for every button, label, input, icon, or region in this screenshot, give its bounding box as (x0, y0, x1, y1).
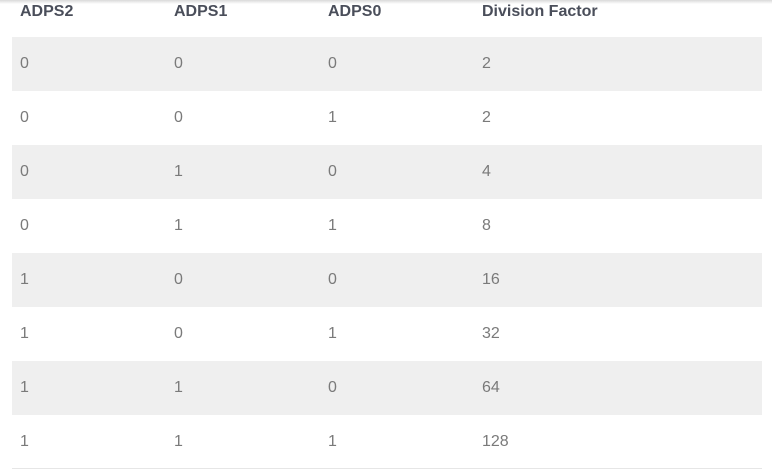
table-row: 0 1 0 4 (12, 145, 762, 199)
header-division-factor: Division Factor (482, 3, 598, 20)
cell-division-factor: 16 (482, 271, 500, 288)
cell-adps0: 0 (328, 379, 337, 396)
cell-adps0: 0 (328, 271, 337, 288)
cell-division-factor: 64 (482, 379, 500, 396)
cell-adps2: 1 (20, 325, 29, 342)
cell-adps1: 0 (174, 55, 183, 72)
cell-adps1: 1 (174, 217, 183, 234)
top-edge-shadow (0, 0, 772, 4)
cell-adps0: 1 (328, 433, 337, 450)
cell-adps0: 1 (328, 109, 337, 126)
header-adps2: ADPS2 (20, 3, 74, 20)
cell-adps2: 0 (20, 109, 29, 126)
header-adps1: ADPS1 (174, 3, 228, 20)
cell-adps2: 0 (20, 163, 29, 180)
cell-adps1: 0 (174, 325, 183, 342)
cell-division-factor: 8 (482, 217, 491, 234)
cell-division-factor: 32 (482, 325, 500, 342)
cell-adps2: 1 (20, 271, 29, 288)
cell-adps2: 0 (20, 217, 29, 234)
cell-division-factor: 2 (482, 55, 491, 72)
cell-adps1: 1 (174, 163, 183, 180)
cell-adps0: 1 (328, 325, 337, 342)
cell-adps1: 1 (174, 433, 183, 450)
table-row: 0 0 1 2 (12, 91, 762, 145)
cell-adps2: 0 (20, 55, 29, 72)
cell-division-factor: 4 (482, 163, 491, 180)
table-row: 1 1 0 64 (12, 361, 762, 415)
cell-adps1: 0 (174, 109, 183, 126)
table-header: ADPS2 ADPS1 ADPS0 Division Factor (12, 0, 762, 36)
cell-adps1: 0 (174, 271, 183, 288)
cell-division-factor: 128 (482, 433, 509, 450)
table-row: 1 0 0 16 (12, 253, 762, 307)
table-row: 1 1 1 128 (12, 415, 762, 469)
header-adps0: ADPS0 (328, 3, 382, 20)
table-bottom-border (12, 468, 762, 469)
table-body: 0 0 0 2 0 0 1 2 0 1 0 4 0 1 1 8 1 0 0 16 (12, 37, 762, 469)
cell-adps2: 1 (20, 433, 29, 450)
cell-adps2: 1 (20, 379, 29, 396)
cell-adps0: 0 (328, 163, 337, 180)
cell-adps0: 1 (328, 217, 337, 234)
table-row: 1 0 1 32 (12, 307, 762, 361)
table-row: 0 0 0 2 (12, 37, 762, 91)
cell-division-factor: 2 (482, 109, 491, 126)
table-row: 0 1 1 8 (12, 199, 762, 253)
cell-adps0: 0 (328, 55, 337, 72)
cell-adps1: 1 (174, 379, 183, 396)
